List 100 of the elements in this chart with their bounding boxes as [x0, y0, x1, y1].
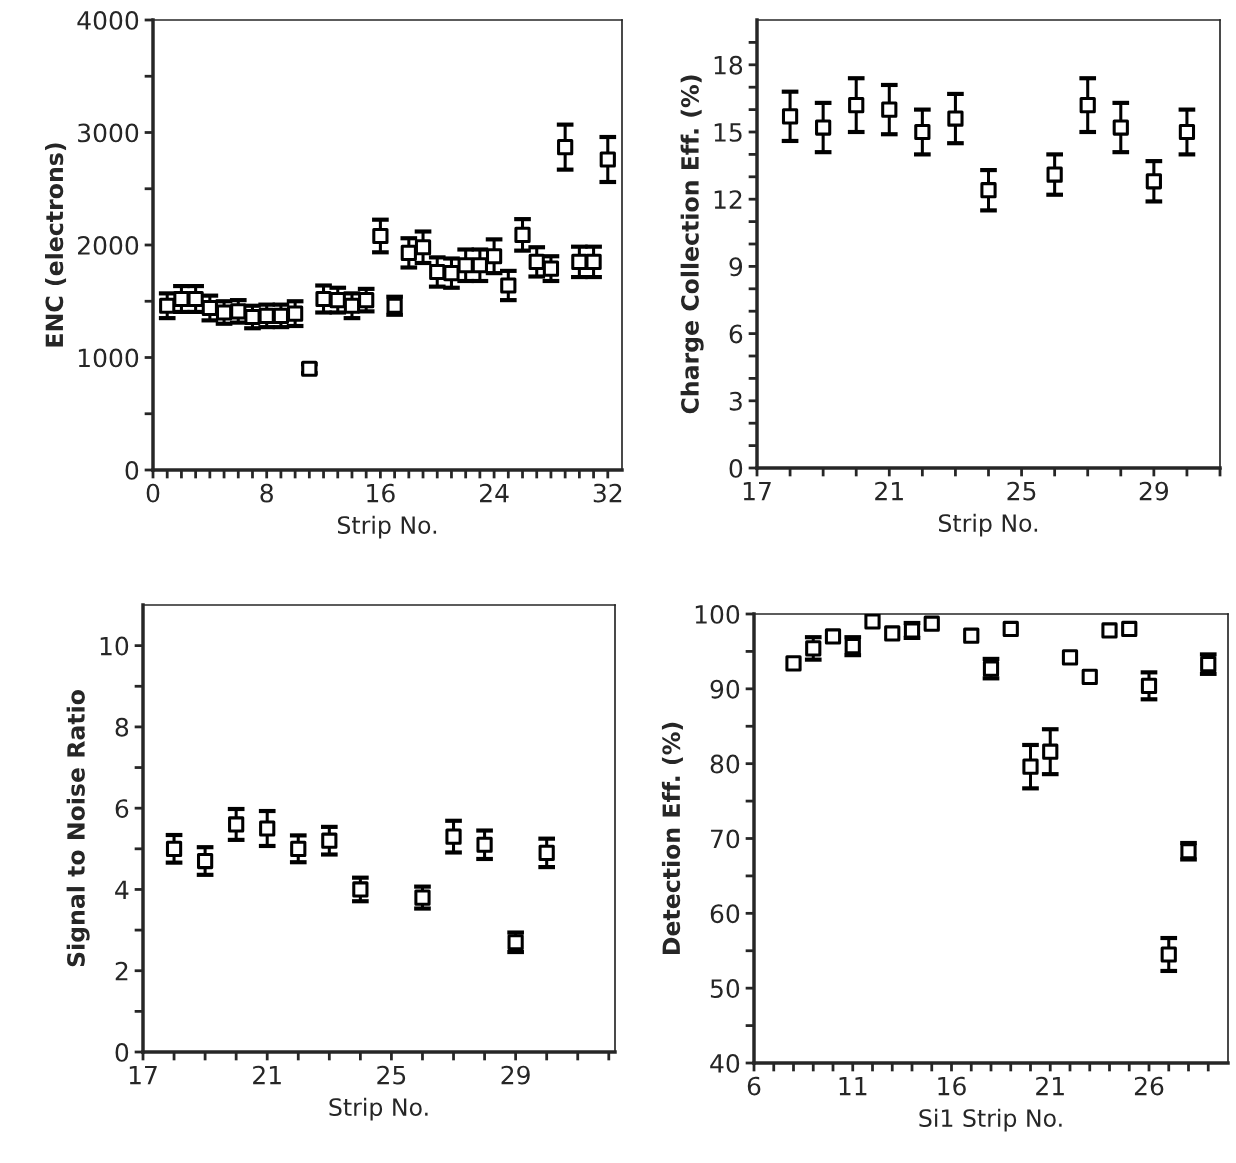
y-tick-label: 60: [710, 904, 740, 924]
point: [471, 257, 488, 274]
y-tick-label: 12: [714, 190, 742, 209]
point: [1121, 620, 1138, 638]
point: [343, 297, 361, 314]
point: [864, 614, 881, 630]
point: [321, 832, 338, 849]
x-tick-label: 11: [839, 1076, 867, 1096]
y-tick-label: 9: [729, 257, 743, 277]
point: [159, 297, 176, 314]
y-tick-label: 100: [695, 604, 740, 624]
point: [1042, 743, 1059, 760]
point: [947, 110, 964, 127]
point: [1079, 97, 1096, 114]
y-axis-title: Detection Eff. (%): [661, 722, 683, 954]
y-tick-label: 2000: [78, 235, 139, 255]
point: [785, 655, 802, 672]
y-axis-title: Charge Collection Eff. (%): [680, 75, 704, 414]
point: [445, 828, 462, 845]
point: [290, 840, 307, 857]
y-tick-label: 0: [125, 460, 139, 480]
point: [187, 290, 204, 308]
point: [443, 265, 460, 282]
y-tick-label: 3000: [78, 123, 139, 143]
x-tick-label: 21: [875, 481, 903, 501]
x-tick-label: 24: [480, 483, 509, 503]
point: [358, 292, 375, 309]
point: [1081, 668, 1098, 685]
point: [884, 625, 901, 642]
y-tick-label: 6: [115, 799, 129, 819]
point: [165, 840, 183, 857]
point: [1145, 173, 1162, 190]
x-tick-label: 29: [1139, 481, 1169, 501]
y-axis-title: ENC (electrons): [45, 143, 67, 347]
point: [542, 260, 560, 277]
y-axis-title: Signal to Noise Ratio: [66, 690, 90, 967]
point: [500, 277, 517, 294]
y-tick-label: 4: [115, 880, 129, 899]
point: [173, 290, 190, 308]
point: [1101, 622, 1118, 639]
point: [848, 97, 865, 114]
point: [881, 101, 898, 118]
x-tick-label: 29: [501, 1065, 530, 1085]
point: [1061, 649, 1079, 666]
y-tick-label: 80: [710, 754, 740, 774]
y-tick-label: 70: [711, 829, 740, 849]
y-tick-label: 8: [115, 717, 129, 737]
point: [228, 816, 245, 833]
point: [824, 628, 842, 645]
point: [1046, 166, 1063, 183]
y-tick-label: 10: [100, 636, 129, 656]
point: [914, 123, 931, 141]
x-tick-label: 21: [1036, 1076, 1064, 1096]
point: [230, 303, 247, 320]
point: [215, 304, 233, 321]
point: [815, 119, 832, 136]
y-tick-label: 15: [714, 123, 742, 142]
y-tick-label: 90: [710, 679, 740, 699]
point: [538, 844, 555, 861]
point: [1112, 119, 1129, 136]
y-tick-label: 0: [729, 458, 743, 478]
x-tick-label: 21: [253, 1065, 281, 1085]
point: [329, 292, 346, 309]
x-tick-label: 16: [938, 1076, 966, 1096]
x-tick-label: 0: [146, 483, 160, 503]
point: [1140, 677, 1158, 694]
point: [201, 299, 218, 317]
x-axis-title: Strip No.: [938, 513, 1038, 537]
point: [1160, 946, 1177, 963]
point: [528, 253, 545, 270]
point: [485, 248, 503, 265]
x-axis-title: Si1 Strip No.: [919, 1108, 1062, 1132]
point: [272, 307, 290, 324]
point: [372, 227, 389, 245]
x-tick-label: 8: [260, 483, 273, 503]
y-tick-label: 50: [710, 979, 740, 999]
point: [259, 820, 276, 837]
y-tick-label: 3: [729, 391, 742, 411]
x-tick-label: 25: [377, 1065, 406, 1085]
x-tick-label: 17: [129, 1065, 157, 1085]
point: [557, 139, 574, 156]
point: [599, 151, 616, 168]
x-tick-label: 26: [1134, 1076, 1164, 1096]
point: [1178, 123, 1196, 141]
point: [1022, 758, 1039, 775]
x-axis-title: Strip No.: [329, 1097, 428, 1121]
x-tick-label: 16: [367, 483, 395, 503]
point: [476, 836, 493, 853]
y-tick-label: 4000: [77, 10, 139, 30]
y-tick-label: 2: [115, 961, 128, 981]
x-axis-title: Strip No.: [337, 515, 437, 539]
point: [287, 305, 304, 322]
point: [1002, 620, 1019, 638]
y-tick-label: 40: [710, 1053, 740, 1073]
point: [352, 881, 369, 898]
point: [963, 627, 980, 644]
point: [514, 226, 531, 243]
point: [923, 615, 940, 632]
y-tick-label: 6: [729, 324, 743, 344]
y-tick-label: 18: [714, 55, 743, 75]
